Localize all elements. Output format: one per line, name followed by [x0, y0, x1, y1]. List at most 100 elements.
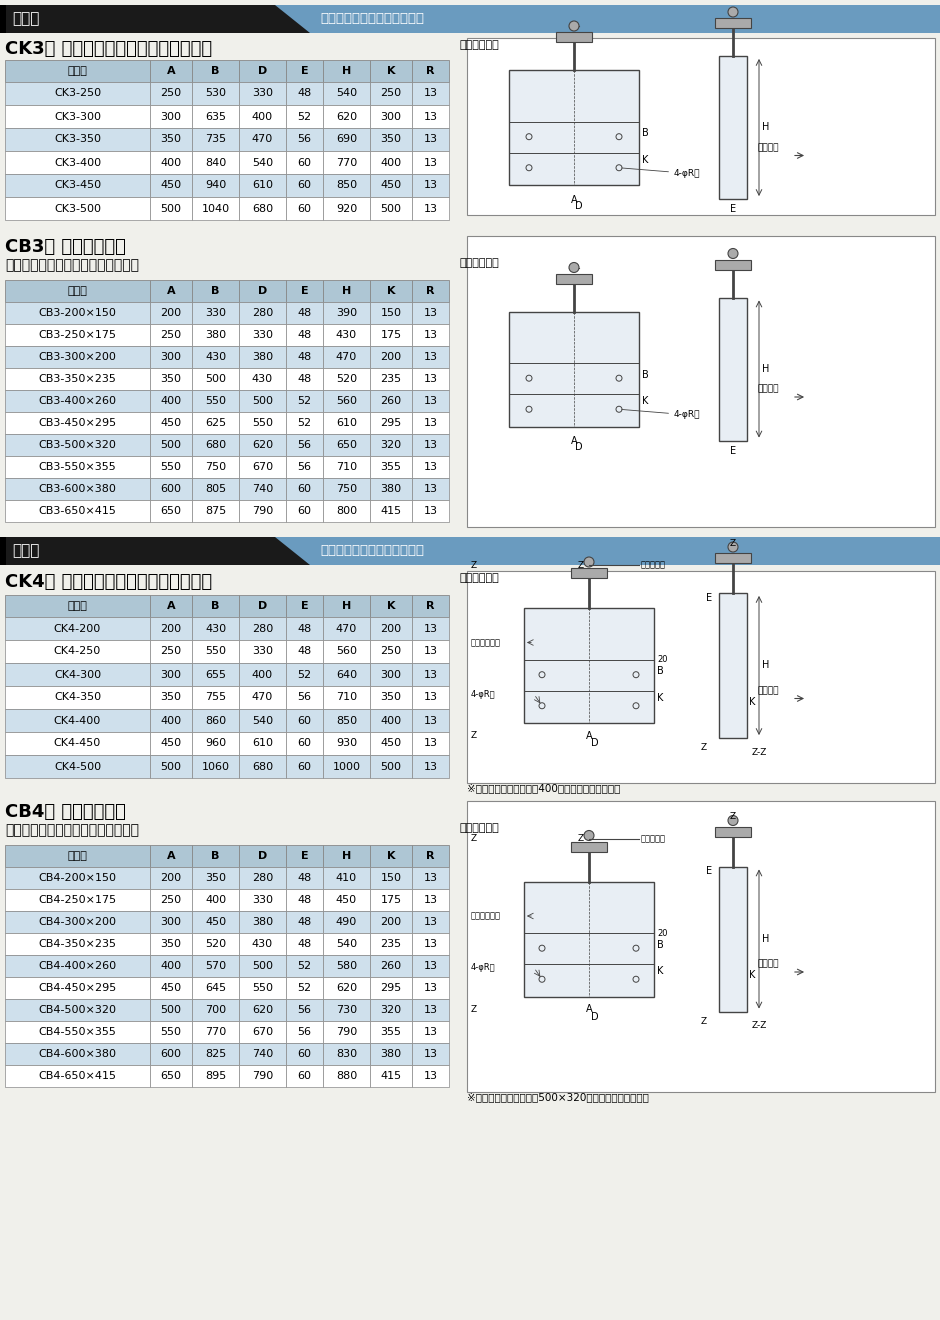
Text: Z: Z — [471, 834, 478, 843]
Text: 280: 280 — [252, 873, 274, 883]
Bar — [412, 845, 449, 867]
Text: Z: Z — [471, 561, 478, 569]
Bar — [286, 59, 323, 82]
Text: 減圧レバー: 減圧レバー — [641, 561, 666, 569]
Text: 330: 330 — [252, 88, 273, 99]
Text: 450: 450 — [336, 895, 357, 906]
Text: 300: 300 — [161, 917, 181, 927]
Circle shape — [569, 21, 579, 30]
Text: 620: 620 — [336, 983, 357, 993]
Bar — [467, 801, 935, 1092]
Text: 330: 330 — [252, 330, 273, 341]
Text: CB3-500×320: CB3-500×320 — [39, 440, 117, 450]
Text: 430: 430 — [205, 623, 226, 634]
Text: Z: Z — [730, 812, 736, 821]
Bar — [286, 999, 323, 1020]
Text: 520: 520 — [336, 374, 357, 384]
Text: 52: 52 — [297, 396, 311, 407]
Bar — [192, 867, 239, 888]
Text: 380: 380 — [252, 352, 273, 362]
Text: 350: 350 — [161, 693, 181, 702]
Text: 350: 350 — [161, 939, 181, 949]
Text: 400: 400 — [161, 157, 181, 168]
Bar — [370, 1043, 412, 1065]
Text: 635: 635 — [205, 111, 226, 121]
Text: 13: 13 — [424, 623, 437, 634]
Text: （ベンチフリューム角型三方水密）: （ベンチフリューム角型三方水密） — [5, 257, 139, 272]
Text: 52: 52 — [297, 983, 311, 993]
Bar — [239, 977, 286, 999]
Text: 13: 13 — [424, 203, 437, 214]
Bar — [150, 280, 192, 302]
Text: K: K — [386, 286, 395, 296]
Text: 625: 625 — [205, 418, 226, 428]
Text: 250: 250 — [161, 647, 181, 656]
Text: 380: 380 — [205, 330, 226, 341]
Bar — [323, 434, 370, 455]
Bar — [286, 1043, 323, 1065]
Bar — [239, 368, 286, 389]
Text: 400: 400 — [161, 396, 181, 407]
Text: 52: 52 — [297, 418, 311, 428]
Text: CB4-500×320: CB4-500×320 — [39, 1005, 117, 1015]
Text: 13: 13 — [424, 506, 437, 516]
Bar — [5, 1020, 150, 1043]
Text: 400: 400 — [205, 895, 226, 906]
Text: B: B — [642, 128, 649, 139]
Text: 570: 570 — [205, 961, 226, 972]
Bar — [150, 595, 192, 616]
Bar — [412, 323, 449, 346]
Text: 13: 13 — [424, 484, 437, 494]
Bar — [150, 478, 192, 500]
Text: 350: 350 — [161, 135, 181, 144]
Bar — [192, 663, 239, 686]
Bar — [323, 389, 370, 412]
Text: 13: 13 — [424, 352, 437, 362]
Bar — [715, 826, 751, 837]
Bar — [323, 933, 370, 954]
Text: 350: 350 — [381, 135, 401, 144]
Text: 650: 650 — [336, 440, 357, 450]
Text: 670: 670 — [252, 462, 273, 473]
Bar — [239, 686, 286, 709]
Bar — [192, 888, 239, 911]
Bar — [5, 346, 150, 368]
Text: CB4型 手動式水門扇: CB4型 手動式水門扇 — [5, 803, 126, 821]
Text: 470: 470 — [336, 623, 357, 634]
Bar — [370, 845, 412, 867]
Bar — [370, 933, 412, 954]
Bar — [323, 686, 370, 709]
Text: 280: 280 — [252, 623, 274, 634]
Text: 500: 500 — [161, 762, 181, 771]
Bar — [192, 755, 239, 777]
Text: 52: 52 — [297, 111, 311, 121]
Text: CB4-600×380: CB4-600×380 — [39, 1049, 117, 1059]
Text: 4-φR穴: 4-φR穴 — [471, 964, 495, 973]
Bar — [239, 106, 286, 128]
Text: 735: 735 — [205, 135, 226, 144]
Bar — [5, 150, 150, 174]
Text: 60: 60 — [297, 1049, 311, 1059]
Text: 380: 380 — [381, 484, 401, 494]
Bar — [370, 663, 412, 686]
Text: 300: 300 — [381, 111, 401, 121]
Text: Z: Z — [471, 731, 478, 741]
Text: 655: 655 — [205, 669, 226, 680]
Bar — [286, 733, 323, 755]
Bar — [192, 977, 239, 999]
Text: 895: 895 — [205, 1071, 227, 1081]
Bar — [286, 106, 323, 128]
Bar — [192, 845, 239, 867]
Text: 200: 200 — [381, 917, 401, 927]
Bar — [719, 593, 747, 738]
Text: 450: 450 — [381, 738, 401, 748]
Text: 680: 680 — [252, 203, 273, 214]
Bar — [370, 733, 412, 755]
Text: 690: 690 — [336, 135, 357, 144]
Bar — [5, 933, 150, 954]
Text: 650: 650 — [161, 506, 181, 516]
Text: Z-Z: Z-Z — [752, 1022, 767, 1031]
Text: 13: 13 — [424, 418, 437, 428]
Bar — [286, 954, 323, 977]
Bar — [323, 150, 370, 174]
